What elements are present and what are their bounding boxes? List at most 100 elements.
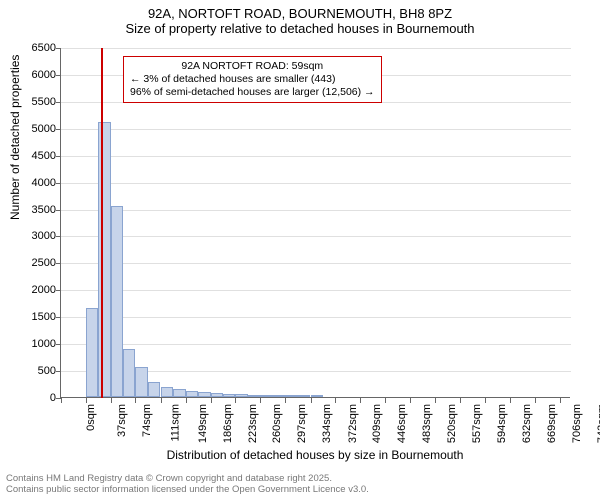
y-tick-label: 5000 <box>16 123 56 135</box>
y-tick-mark <box>56 48 61 49</box>
x-tick-label: 632sqm <box>521 404 533 443</box>
histogram-bar <box>86 308 98 397</box>
x-tick-label: 483sqm <box>421 404 433 443</box>
x-tick-label: 409sqm <box>372 404 384 443</box>
y-tick-mark <box>56 317 61 318</box>
y-tick-label: 4000 <box>16 177 56 189</box>
x-tick-mark <box>485 398 486 403</box>
x-tick-label: 37sqm <box>116 404 128 437</box>
x-tick-mark <box>410 398 411 403</box>
histogram-bar <box>273 395 285 397</box>
x-tick-mark <box>86 398 87 403</box>
x-tick-label: 520sqm <box>446 404 458 443</box>
histogram-bar <box>211 393 223 397</box>
grid-line <box>61 263 571 264</box>
histogram-bar <box>260 395 272 397</box>
x-tick-mark <box>186 398 187 403</box>
x-tick-mark <box>135 398 136 403</box>
y-tick-mark <box>56 371 61 372</box>
y-tick-label: 2500 <box>16 257 56 269</box>
grid-line <box>61 129 571 130</box>
x-tick-mark <box>435 398 436 403</box>
x-tick-label: 446sqm <box>396 404 408 443</box>
title-line-2: Size of property relative to detached ho… <box>0 21 600 40</box>
x-tick-mark <box>535 398 536 403</box>
grid-line <box>61 48 571 49</box>
x-tick-mark <box>61 398 62 403</box>
y-tick-mark <box>56 129 61 130</box>
grid-line <box>61 183 571 184</box>
x-tick-mark <box>560 398 561 403</box>
y-tick-label: 500 <box>16 365 56 377</box>
y-tick-label: 3500 <box>16 204 56 216</box>
x-tick-label: 260sqm <box>272 404 284 443</box>
x-tick-label: 111sqm <box>170 404 182 442</box>
y-tick-label: 1500 <box>16 311 56 323</box>
x-tick-mark <box>335 398 336 403</box>
x-tick-label: 74sqm <box>141 404 153 437</box>
y-tick-label: 1000 <box>16 338 56 350</box>
annotation-box: 92A NORTOFT ROAD: 59sqm← 3% of detached … <box>123 56 382 103</box>
y-tick-mark <box>56 75 61 76</box>
footer-attribution: Contains HM Land Registry data © Crown c… <box>6 474 369 496</box>
y-tick-mark <box>56 156 61 157</box>
x-tick-mark <box>235 398 236 403</box>
histogram-bar <box>311 395 323 397</box>
y-tick-mark <box>56 236 61 237</box>
x-tick-label: 743sqm <box>596 404 600 443</box>
x-axis-title: Distribution of detached houses by size … <box>60 448 570 462</box>
x-tick-label: 186sqm <box>222 404 234 443</box>
x-tick-mark <box>510 398 511 403</box>
histogram-bar <box>173 389 185 397</box>
annotation-line: 96% of semi-detached houses are larger (… <box>130 86 375 99</box>
histogram-bar <box>111 206 123 397</box>
x-tick-mark <box>161 398 162 403</box>
grid-line <box>61 210 571 211</box>
y-tick-label: 3000 <box>16 230 56 242</box>
y-tick-mark <box>56 210 61 211</box>
chart-area: 0500100015002000250030003500400045005000… <box>60 48 570 398</box>
x-tick-mark <box>111 398 112 403</box>
x-tick-mark <box>460 398 461 403</box>
histogram-bar <box>123 349 135 397</box>
footer-line-2: Contains public sector information licen… <box>6 485 369 496</box>
title-line-1: 92A, NORTOFT ROAD, BOURNEMOUTH, BH8 8PZ <box>0 0 600 21</box>
y-tick-label: 5500 <box>16 96 56 108</box>
y-tick-label: 6500 <box>16 42 56 54</box>
grid-line <box>61 236 571 237</box>
y-tick-label: 4500 <box>16 150 56 162</box>
x-tick-label: 223sqm <box>247 404 259 443</box>
chart-container: 92A, NORTOFT ROAD, BOURNEMOUTH, BH8 8PZ … <box>0 0 600 500</box>
y-tick-mark <box>56 263 61 264</box>
x-tick-mark <box>360 398 361 403</box>
grid-line <box>61 156 571 157</box>
x-tick-mark <box>211 398 212 403</box>
x-tick-label: 297sqm <box>296 404 308 443</box>
histogram-bar <box>161 387 173 397</box>
annotation-line: ← 3% of detached houses are smaller (443… <box>130 73 375 86</box>
histogram-bar <box>235 394 247 397</box>
plot-area: 0500100015002000250030003500400045005000… <box>60 48 570 398</box>
marker-line <box>101 48 103 398</box>
y-tick-mark <box>56 102 61 103</box>
histogram-bar <box>198 392 210 397</box>
histogram-bar <box>298 395 310 397</box>
x-tick-mark <box>260 398 261 403</box>
annotation-line: 92A NORTOFT ROAD: 59sqm <box>130 60 375 73</box>
x-tick-label: 594sqm <box>496 404 508 443</box>
x-tick-label: 334sqm <box>321 404 333 443</box>
grid-line <box>61 317 571 318</box>
y-tick-mark <box>56 344 61 345</box>
histogram-bar <box>186 391 198 397</box>
x-tick-label: 706sqm <box>571 404 583 443</box>
y-tick-mark <box>56 290 61 291</box>
histogram-bar <box>223 394 235 397</box>
x-tick-label: 372sqm <box>347 404 359 443</box>
histogram-bar <box>285 395 297 397</box>
y-tick-label: 6000 <box>16 69 56 81</box>
y-tick-mark <box>56 183 61 184</box>
y-tick-label: 0 <box>16 392 56 404</box>
x-tick-mark <box>385 398 386 403</box>
x-tick-label: 557sqm <box>471 404 483 443</box>
x-tick-mark <box>285 398 286 403</box>
